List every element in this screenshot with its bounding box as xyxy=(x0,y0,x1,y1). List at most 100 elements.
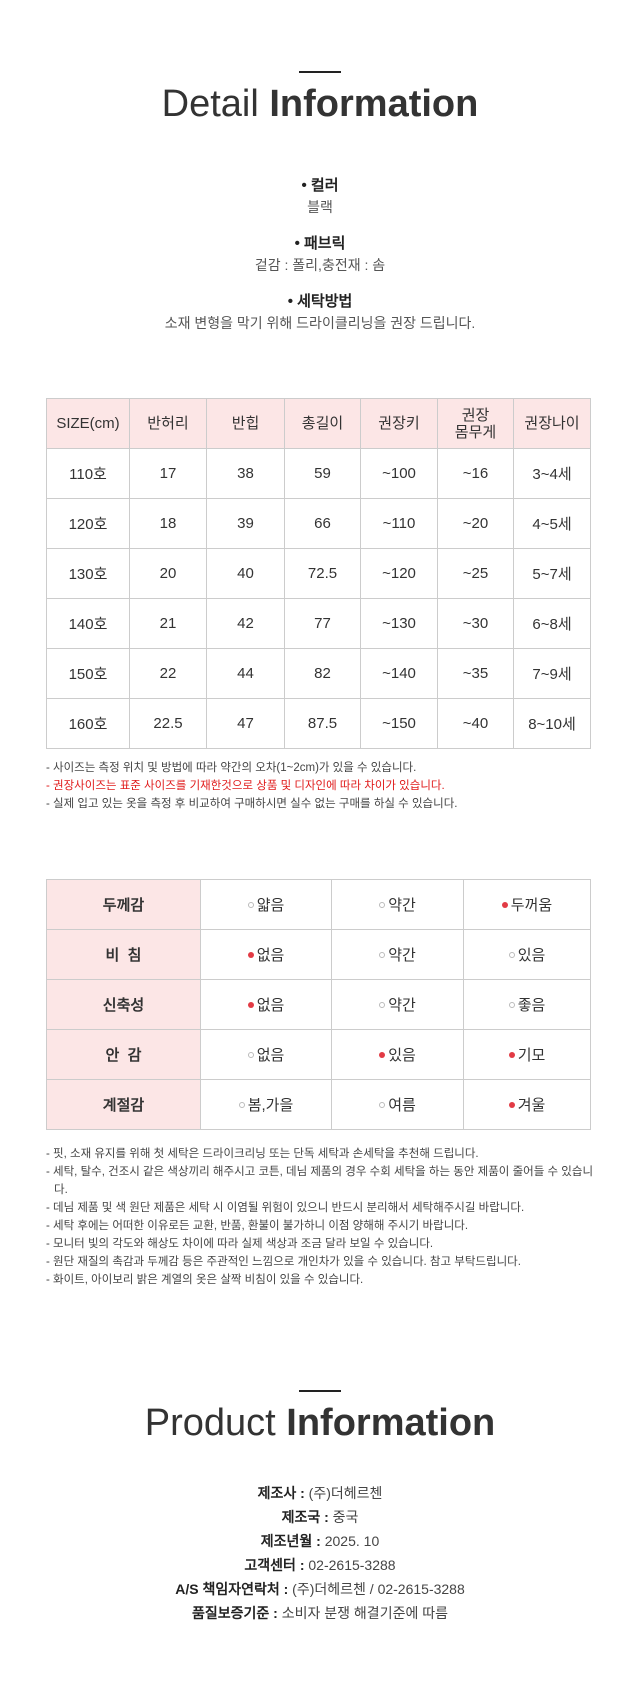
size-cell: 39 xyxy=(206,498,285,549)
property-option: 좋음 xyxy=(463,979,591,1030)
size-cell: ~30 xyxy=(437,598,514,649)
info-value: 겉감 : 폴리,충전재 : 솜 xyxy=(254,257,386,273)
option-dot xyxy=(238,1102,245,1109)
size-cell: 7~9세 xyxy=(513,648,591,699)
option-label: 봄,가을 xyxy=(247,1097,294,1114)
property-label: 계절감 xyxy=(46,1079,201,1130)
product-info: 고객센터 : 02-2615-3288 xyxy=(0,1553,640,1577)
size-cell: 87.5 xyxy=(284,698,361,749)
info-label: • 패브릭 xyxy=(294,235,346,252)
product-label: 고객센터 : xyxy=(244,1557,305,1573)
size-cell: 20 xyxy=(129,548,207,599)
size-cell: 59 xyxy=(284,448,361,499)
product-value: (주)더헤르첸 xyxy=(308,1485,383,1501)
property-option: 겨울 xyxy=(463,1079,591,1130)
property-option: 없음 xyxy=(200,1029,332,1080)
size-cell: 150호 xyxy=(46,648,130,699)
size-cell: ~130 xyxy=(360,598,438,649)
size-cell: 160호 xyxy=(46,698,130,749)
size-cell: 5~7세 xyxy=(513,548,591,599)
option-label: 기모 xyxy=(517,1047,546,1064)
size-cell: 82 xyxy=(284,648,361,699)
size-cell: 22 xyxy=(129,648,207,699)
property-row: 안 감 없음 있음 기모 xyxy=(46,1029,591,1080)
property-option: 약간 xyxy=(331,979,464,1030)
size-row: 120호 18 39 66 ~110 ~20 4~5세 xyxy=(46,498,591,549)
product-label: A/S 책임자연락처 : xyxy=(175,1581,289,1597)
size-note: - 권장사이즈는 표준 사이즈를 기재한것으로 상품 및 디자인에 따라 차이가… xyxy=(46,780,445,792)
product-label: 제조국 : xyxy=(281,1509,329,1525)
size-cell: 18 xyxy=(129,498,207,549)
size-cell: 130호 xyxy=(46,548,130,599)
size-cell: ~110 xyxy=(360,498,438,549)
option-label: 약간 xyxy=(388,997,416,1014)
property-label: 두께감 xyxy=(46,879,201,930)
size-row: 150호 22 44 82 ~140 ~35 7~9세 xyxy=(46,648,591,699)
property-option: 두꺼움 xyxy=(463,879,591,930)
care-note: - 핏, 소재 유지를 위해 첫 세탁은 드라이크리닝 또는 단독 세탁과 손세… xyxy=(46,1148,479,1160)
option-dot xyxy=(247,1052,254,1059)
size-cell: 38 xyxy=(206,448,285,499)
property-label: 안 감 xyxy=(46,1029,201,1080)
info-label: • 세탁방법 xyxy=(287,293,353,310)
header-cell: 반힙 xyxy=(206,398,285,449)
info-label: • 컬러 xyxy=(301,177,339,194)
size-cell: 3~4세 xyxy=(513,448,591,499)
size-cell: 47 xyxy=(206,698,285,749)
option-dot xyxy=(379,1002,386,1009)
info-value: 블랙 xyxy=(307,199,333,215)
product-value: 중국 xyxy=(332,1509,359,1525)
info-value: 소재 변형을 막기 위해 드라이클리닝을 권장 드립니다. xyxy=(164,315,476,331)
care-notes: - 핏, 소재 유지를 위해 첫 세탁은 드라이크리닝 또는 단독 세탁과 손세… xyxy=(46,1145,596,1289)
size-cell: 22.5 xyxy=(129,698,207,749)
size-notes: - 사이즈는 측정 위치 및 방법에 따라 약간의 오차(1~2cm)가 있을 … xyxy=(46,759,596,813)
option-dot xyxy=(247,902,254,909)
size-note: - 사이즈는 측정 위치 및 방법에 따라 약간의 오차(1~2cm)가 있을 … xyxy=(46,762,417,774)
size-cell: 110호 xyxy=(46,448,130,499)
size-note: - 실제 입고 있는 옷을 측정 후 비교하여 구매하시면 실수 없는 구매를 … xyxy=(46,798,458,810)
size-cell: ~35 xyxy=(437,648,514,699)
product-value: 2025. 10 xyxy=(324,1533,380,1549)
property-option: 없음 xyxy=(200,979,332,1030)
size-cell: ~40 xyxy=(437,698,514,749)
size-cell: 120호 xyxy=(46,498,130,549)
size-cell: ~120 xyxy=(360,548,438,599)
option-label: 있음 xyxy=(388,1047,416,1064)
size-cell: ~20 xyxy=(437,498,514,549)
size-cell: 42 xyxy=(206,598,285,649)
header-cell: 총길이 xyxy=(284,398,361,449)
size-cell: 44 xyxy=(206,648,285,699)
property-option: 약간 xyxy=(331,879,464,930)
option-label: 약간 xyxy=(388,947,416,964)
option-dot xyxy=(379,952,386,959)
product-label: 제조사 : xyxy=(257,1485,305,1501)
care-note: - 데님 제품 및 색 원단 제품은 세탁 시 이염될 위험이 있으니 반드시 … xyxy=(46,1202,525,1214)
product-label: 제조년월 : xyxy=(260,1533,321,1549)
option-label: 약간 xyxy=(388,897,416,914)
size-cell: 66 xyxy=(284,498,361,549)
option-dot xyxy=(379,1102,386,1109)
size-cell: ~100 xyxy=(360,448,438,499)
product-info: 제조사 : (주)더헤르첸 xyxy=(0,1481,640,1505)
size-cell: ~150 xyxy=(360,698,438,749)
option-label: 겨울 xyxy=(517,1097,546,1114)
care-note: - 원단 재질의 촉감과 두께감 등은 주관적인 느낌으로 개인차가 있을 수 … xyxy=(46,1256,521,1268)
property-option: 얇음 xyxy=(200,879,332,930)
size-cell: ~140 xyxy=(360,648,438,699)
header-row: SIZE(cm) 반허리 반힙 총길이 권장키 권장 몸무게 권장나이 xyxy=(46,398,591,449)
header-cell: 반허리 xyxy=(129,398,207,449)
property-option: 여름 xyxy=(331,1079,464,1130)
care-note: - 화이트, 아이보리 밝은 계열의 옷은 살짝 비침이 있을 수 있습니다. xyxy=(46,1274,364,1286)
option-label: 있음 xyxy=(517,947,546,964)
property-option: 약간 xyxy=(331,929,464,980)
property-option: 있음 xyxy=(331,1029,464,1080)
title-bold: Information xyxy=(286,1402,496,1444)
option-label: 여름 xyxy=(388,1097,416,1114)
option-dot xyxy=(247,1002,254,1009)
property-row: 신축성 없음 약간 좋음 xyxy=(46,979,591,1030)
option-label: 좋음 xyxy=(517,997,546,1014)
size-table: SIZE(cm) 반허리 반힙 총길이 권장키 권장 몸무게 권장나이 110호 17 38 59 ~… xyxy=(46,398,591,749)
